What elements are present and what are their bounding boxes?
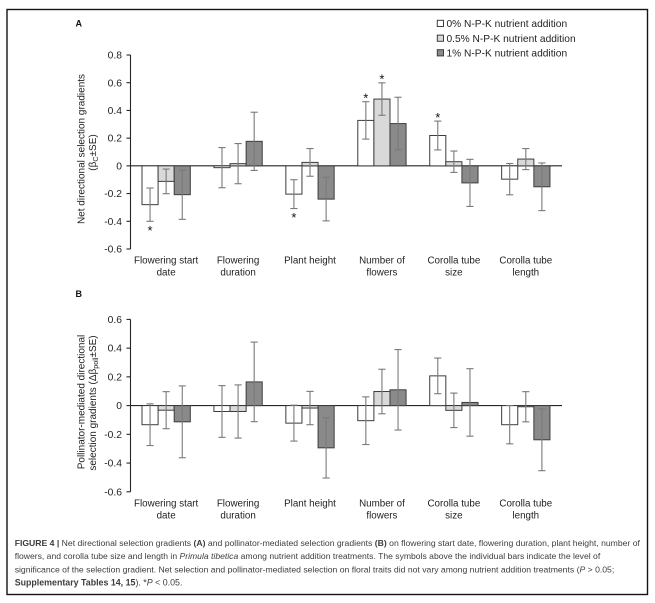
svg-text:length: length [512, 268, 539, 279]
svg-text:Corolla tube: Corolla tube [427, 499, 480, 510]
svg-text:size: size [445, 268, 463, 279]
svg-text:Flowering start: Flowering start [134, 256, 199, 267]
svg-text:size: size [445, 511, 463, 522]
svg-text:duration: duration [220, 511, 255, 522]
svg-text:flowers: flowers [366, 268, 397, 279]
svg-text:0: 0 [116, 401, 122, 412]
svg-text:Number of: Number of [359, 499, 405, 510]
svg-text:-0.2: -0.2 [104, 189, 122, 200]
svg-text:0.4: 0.4 [108, 106, 123, 117]
svg-text:-0.2: -0.2 [104, 430, 122, 441]
svg-text:0.6: 0.6 [108, 315, 123, 326]
svg-text:Pollinator-mediated directiona: Pollinator-mediated directional [76, 335, 87, 470]
svg-text:length: length [512, 511, 539, 522]
svg-text:0.8: 0.8 [108, 51, 123, 62]
svg-text:B: B [76, 289, 83, 299]
svg-text:date: date [157, 268, 177, 279]
svg-text:*: * [363, 90, 368, 105]
svg-text:flowers, and corolla tube size: flowers, and corolla tube size and lengt… [15, 551, 601, 561]
svg-text:-0.6: -0.6 [104, 245, 122, 256]
svg-text:*: * [291, 210, 296, 225]
svg-text:0.2: 0.2 [108, 134, 123, 145]
svg-text:Net directional selection grad: Net directional selection gradients [76, 74, 87, 224]
svg-text:Corolla tube: Corolla tube [427, 256, 480, 267]
svg-text:*: * [148, 223, 153, 238]
svg-text:Number of: Number of [359, 256, 405, 267]
svg-text:duration: duration [220, 268, 255, 279]
svg-text:1% N-P-K nutrient addition: 1% N-P-K nutrient addition [447, 48, 568, 59]
svg-text:A: A [76, 19, 83, 29]
svg-text:0: 0 [116, 161, 122, 172]
svg-text:Flowering: Flowering [217, 499, 259, 510]
svg-text:Corolla tube: Corolla tube [499, 499, 552, 510]
svg-text:FIGURE 4 | Net directional sel: FIGURE 4 | Net directional selection gra… [15, 538, 641, 548]
svg-text:-0.6: -0.6 [104, 487, 122, 498]
svg-text:0% N-P-K nutrient addition: 0% N-P-K nutrient addition [447, 19, 568, 30]
svg-text:(βC±SE): (βC±SE) [88, 134, 100, 170]
svg-text:0.6: 0.6 [108, 78, 123, 89]
svg-text:-0.4: -0.4 [104, 217, 122, 228]
svg-text:Plant height: Plant height [284, 256, 336, 267]
svg-text:0.5% N-P-K nutrient addition: 0.5% N-P-K nutrient addition [447, 34, 576, 45]
svg-text:date: date [157, 511, 177, 522]
svg-text:*: * [435, 110, 440, 125]
svg-text:0.4: 0.4 [108, 344, 123, 355]
svg-text:Plant height: Plant height [284, 499, 336, 510]
svg-text:Corolla tube: Corolla tube [499, 256, 552, 267]
svg-text:Supplementary Tables 14, 15).: Supplementary Tables 14, 15). *P < 0.05. [15, 577, 183, 587]
svg-text:flowers: flowers [366, 511, 397, 522]
svg-text:-0.4: -0.4 [104, 459, 122, 470]
svg-text:significance of the selection: significance of the selection gradient. … [15, 564, 615, 574]
svg-text:Flowering: Flowering [217, 256, 259, 267]
svg-text:*: * [379, 72, 384, 87]
svg-text:Flowering start: Flowering start [134, 499, 199, 510]
svg-text:selection gradients (Δβpoll±SE: selection gradients (Δβpoll±SE) [88, 335, 100, 470]
svg-text:0.2: 0.2 [108, 372, 123, 383]
